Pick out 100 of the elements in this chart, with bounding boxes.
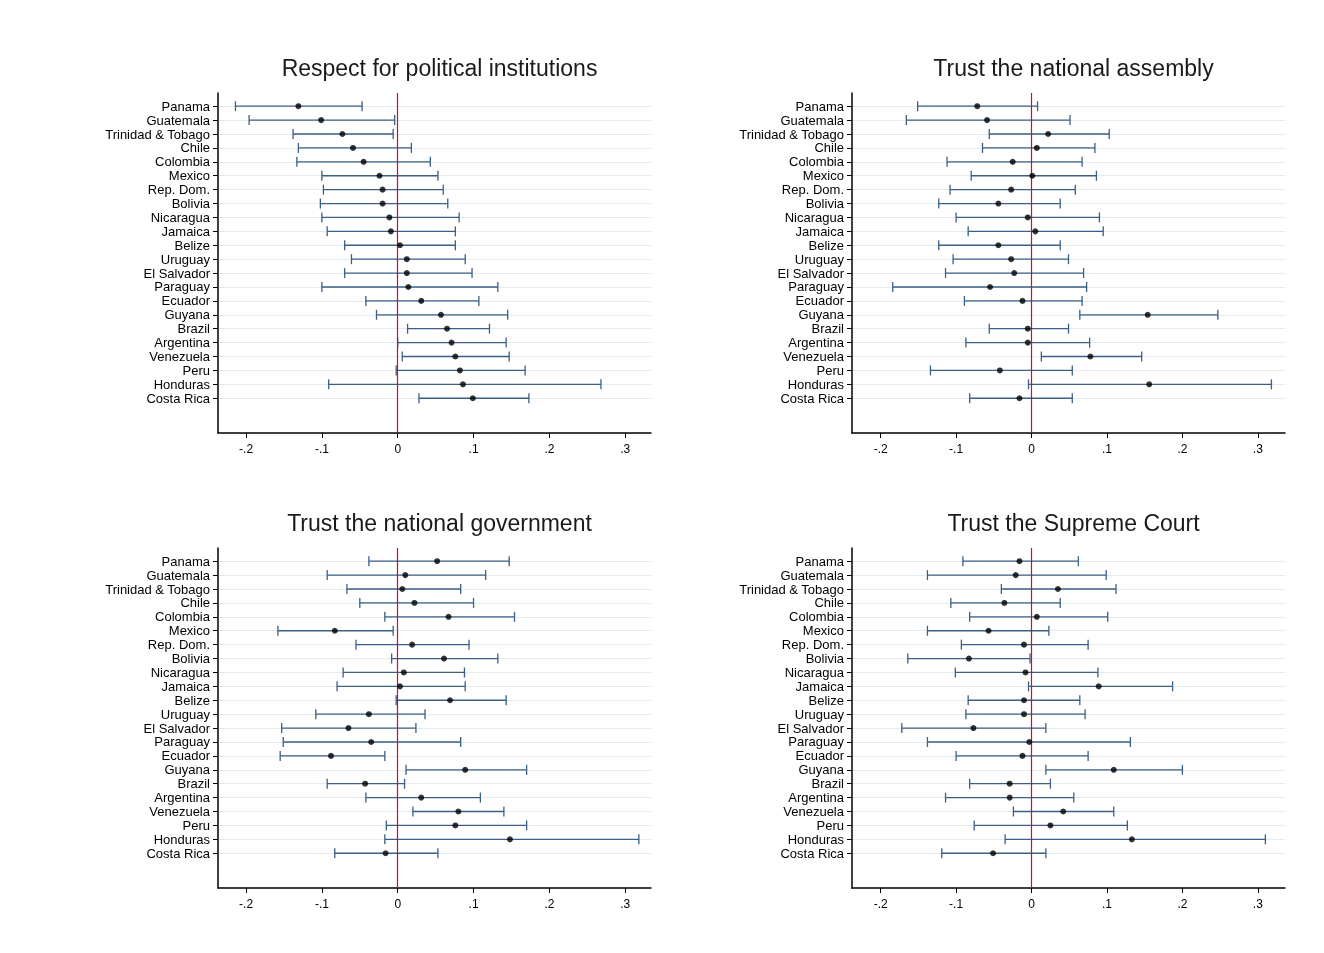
y-tick-label: Uruguay [160, 251, 211, 267]
x-tick-label: .1 [468, 897, 479, 911]
y-tick-label: Uruguay [794, 706, 845, 722]
y-tick-label: Bolivia [171, 651, 211, 667]
point [360, 158, 367, 165]
point [345, 725, 352, 732]
y-tick-label: Costa Rica [146, 845, 211, 861]
y-tick-label: Nicaragua [784, 664, 845, 680]
y-tick-label: Bolivia [805, 196, 845, 212]
x-tick-label: -.1 [949, 442, 964, 456]
point [411, 599, 418, 606]
point [1008, 256, 1015, 263]
chart-title: Trust the national government [287, 509, 593, 536]
x-tick-label: .3 [620, 442, 631, 456]
y-tick-label: Panama [161, 98, 211, 114]
point [1095, 683, 1102, 690]
y-tick-label: Argentina [154, 335, 211, 351]
y-tick-label: Mexico [802, 623, 844, 639]
x-tick-label: -.1 [314, 442, 330, 456]
y-tick-label: Argentina [788, 335, 845, 351]
y-tick-label: Panama [795, 98, 845, 114]
y-tick-label: Ecuador [161, 748, 211, 764]
y-tick-label: Venezuela [783, 804, 845, 820]
point [402, 572, 409, 579]
point [1054, 586, 1061, 593]
point [437, 311, 444, 318]
y-tick-label: Costa Rica [146, 390, 211, 406]
x-tick-label: .3 [620, 897, 631, 911]
point [1006, 780, 1013, 787]
y-tick-label: Mexico [802, 168, 844, 184]
point [1110, 766, 1117, 773]
y-tick-label: Guatemala [146, 112, 211, 128]
point [444, 325, 451, 332]
point [1012, 572, 1019, 579]
x-tick-label: -.2 [239, 897, 254, 911]
point [328, 752, 334, 759]
point [399, 586, 406, 593]
y-tick-label: Paraguay [788, 734, 845, 750]
point [397, 242, 403, 249]
y-tick-label: Honduras [153, 376, 211, 392]
y-tick-label: Colombia [155, 609, 211, 625]
point [418, 297, 425, 304]
point [1016, 395, 1023, 402]
point [1021, 697, 1027, 704]
point [331, 627, 338, 634]
y-tick-label: Guyana [164, 762, 211, 778]
y-tick-label: Ecuador [795, 293, 845, 309]
point [400, 669, 407, 676]
point [386, 214, 393, 221]
point [1019, 752, 1026, 759]
point [379, 200, 386, 207]
point [403, 256, 410, 263]
point [469, 395, 476, 402]
y-tick-label: Argentina [154, 790, 211, 806]
chart-title: Respect for political institutions [281, 54, 598, 81]
y-tick-label: Peru [816, 362, 844, 378]
point [1026, 738, 1033, 745]
y-tick-label: Bolivia [171, 196, 211, 212]
point [1011, 270, 1018, 277]
point [1033, 613, 1040, 620]
y-tick-label: Ecuador [161, 293, 211, 309]
y-tick-label: Peru [816, 817, 844, 833]
point [1060, 808, 1067, 815]
point [445, 613, 452, 620]
y-tick-label: Guatemala [780, 112, 845, 128]
y-tick-label: Argentina [788, 790, 845, 806]
x-tick-label: 0 [1028, 897, 1036, 911]
y-tick-label: Rep. Dom. [781, 637, 844, 653]
y-tick-label: Colombia [789, 154, 845, 170]
point [970, 725, 977, 732]
point [365, 711, 372, 718]
point [1024, 339, 1031, 346]
x-tick-label: 0 [394, 442, 402, 456]
y-tick-label: Peru [182, 817, 210, 833]
y-tick-label: Belize [174, 692, 210, 708]
y-tick-label: Panama [795, 553, 845, 569]
point [506, 836, 513, 843]
y-tick-label: Uruguay [794, 251, 845, 267]
y-tick-label: Guyana [164, 307, 211, 323]
y-tick-label: Nicaragua [784, 209, 845, 225]
x-tick-label: -.1 [949, 897, 964, 911]
y-tick-label: Trinidad & Tobago [739, 126, 844, 142]
y-tick-label: Guyana [798, 762, 845, 778]
x-tick-label: .1 [1101, 897, 1113, 911]
point [387, 228, 394, 235]
point [447, 697, 454, 704]
point [376, 172, 383, 179]
y-tick-label: Venezuela [149, 349, 211, 365]
x-tick-label: .2 [544, 442, 555, 456]
y-tick-label: Guatemala [780, 567, 845, 583]
point [397, 683, 403, 690]
point [995, 242, 1002, 249]
point [409, 641, 416, 648]
point [1032, 228, 1039, 235]
point [382, 850, 389, 857]
point [987, 283, 994, 290]
point [440, 655, 447, 662]
point [368, 738, 375, 745]
point [418, 794, 425, 801]
point [1016, 558, 1023, 565]
